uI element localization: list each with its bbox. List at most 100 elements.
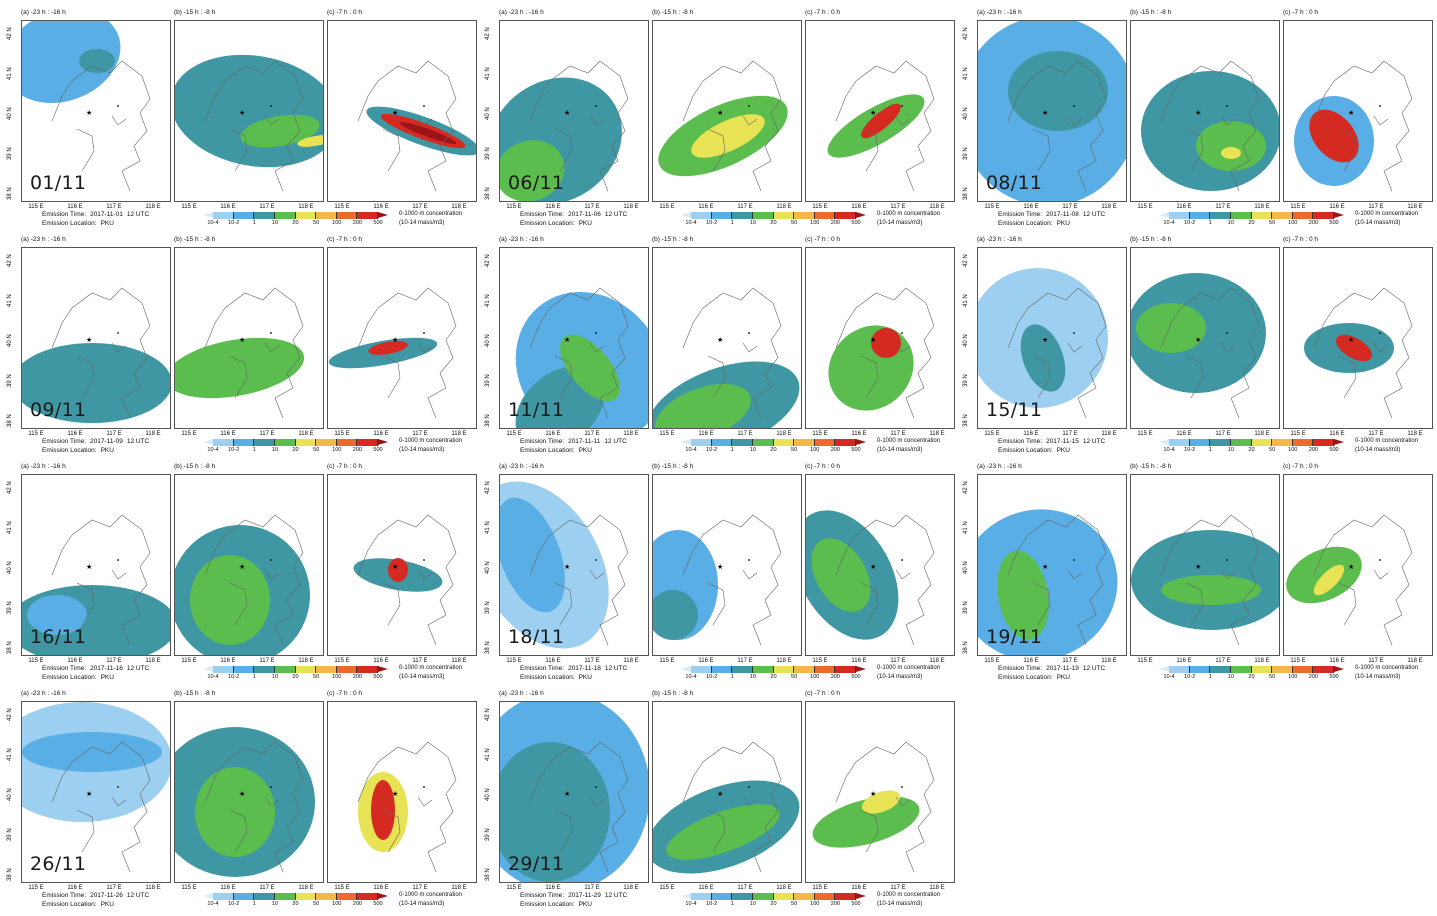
plume-area xyxy=(297,135,323,147)
panel-title: (b) -15 h : -8 h xyxy=(652,236,694,243)
x-tick-label: 115 E xyxy=(334,885,350,891)
x-tick-label: 115 E xyxy=(812,658,828,664)
x-tick-label: 117 E xyxy=(584,885,600,891)
x-tick-label: 115 E xyxy=(984,204,1000,210)
emission-site-star-icon: ★ xyxy=(870,790,876,798)
colorbar-high-arrow xyxy=(378,212,388,218)
emission-info: Emission Time: 2017-11-26 12 UTC Emission L… xyxy=(42,892,149,909)
plume-map: ★ xyxy=(328,287,457,419)
plume-area xyxy=(1020,324,1066,392)
y-tick-label: 41 N xyxy=(485,294,491,307)
colorbar-segment xyxy=(295,212,317,219)
y-tick-label: 41 N xyxy=(7,748,13,761)
emission-site-star-icon: ★ xyxy=(392,109,398,117)
plume-area xyxy=(195,767,275,857)
colorbar-tick-label: 10-4 xyxy=(207,447,219,453)
plume-area xyxy=(399,122,457,144)
plume-map: ★ xyxy=(357,60,476,192)
colorbar-segment xyxy=(773,212,795,219)
colorbar-tick-label: 20 xyxy=(770,901,777,907)
x-tick-label: 115 E xyxy=(506,885,522,891)
emission-time-value: 2017-11-29 xyxy=(568,892,601,899)
x-tick-label: 118 E xyxy=(451,431,467,437)
map-panel: ★ xyxy=(499,474,649,656)
y-tick-label: 40 N xyxy=(7,334,13,347)
plume-area xyxy=(653,590,698,640)
colorbar-tick-label: 10-2 xyxy=(706,447,718,453)
map-panel: ★ xyxy=(174,474,324,656)
y-tick-label: 39 N xyxy=(7,374,13,387)
colorbar-segment xyxy=(835,666,856,673)
panel-title: (b) -15 h : -8 h xyxy=(652,690,694,697)
panel-title: (a) -23 h : -16 h xyxy=(21,463,66,470)
colorbar-tick-label: 10-2 xyxy=(706,220,718,226)
y-tick-label: 38 N xyxy=(963,641,969,654)
colorbar-title: 0-1000 m concentration xyxy=(399,892,463,898)
case-06-11: 42 N 41 N 40 N 39 N 38 N (a) -23 h : -16 h ★ 11… xyxy=(485,2,975,227)
map-panel: ★ xyxy=(327,701,477,883)
emission-location-label: Emission Location: xyxy=(520,219,575,227)
panel-title: (b) -15 h : -8 h xyxy=(174,236,216,243)
colorbar-segment xyxy=(732,212,753,219)
emission-location-label: Emission Location: xyxy=(520,673,575,681)
boundary-lines xyxy=(1007,60,1107,192)
panel-title: (b) -15 h : -8 h xyxy=(174,9,216,16)
plume-map: ★ xyxy=(806,510,935,646)
case-date-label: 01/11 xyxy=(30,172,87,194)
colorbar-segment xyxy=(274,439,296,446)
colorbar-tick-label: 20 xyxy=(770,220,777,226)
colorbar-segment xyxy=(794,439,815,446)
x-tick-label: 115 E xyxy=(812,431,828,437)
x-tick-label: 117 E xyxy=(1062,204,1078,210)
boundary-lines xyxy=(1313,60,1413,192)
case-date-label: 06/11 xyxy=(508,172,565,194)
plume-area xyxy=(1335,334,1373,362)
city-dot-icon xyxy=(748,105,750,107)
colorbar-tick-label: 200 xyxy=(1308,447,1319,453)
colorbar-segment xyxy=(1189,439,1211,446)
map-panel: ★ xyxy=(499,20,649,202)
plume-map: ★ xyxy=(978,268,1108,419)
colorbar-segment xyxy=(835,893,856,900)
emission-info: Emission Time: 2017-11-19 12 UTC Emission L… xyxy=(998,665,1105,682)
case-09-11: 42 N 41 N 40 N 39 N 38 N (a) -23 h : -16 h ★ 11… xyxy=(7,229,497,454)
city-dot-icon xyxy=(1379,559,1381,561)
colorbar-tick-label: 200 xyxy=(830,674,841,680)
map-panel: ★ xyxy=(977,474,1127,656)
y-tick-label: 41 N xyxy=(7,521,13,534)
case-15-11: 42 N 41 N 40 N 39 N 38 N (a) -23 h : -16 h ★ 11… xyxy=(963,229,1437,454)
emission-time-label: Emission Time: xyxy=(42,892,87,899)
colorbar-segment xyxy=(1272,439,1293,446)
city-dot-icon xyxy=(748,332,750,334)
x-tick-label: 118 E xyxy=(929,431,945,437)
panel-title: (a) -23 h : -16 h xyxy=(977,236,1022,243)
plume-map: ★ xyxy=(978,509,1118,655)
map-panel: ★ xyxy=(174,247,324,429)
colorbar-tick-label: 10-4 xyxy=(207,901,219,907)
city-dot-icon xyxy=(270,105,272,107)
x-tick-label: 117 E xyxy=(412,431,428,437)
x-tick-label: 118 E xyxy=(1407,431,1423,437)
colorbar-tick-label: 10 xyxy=(271,220,278,226)
x-tick-label: 117 E xyxy=(259,658,275,664)
colorbar-tick-label: 200 xyxy=(352,447,363,453)
colorbar-high-arrow xyxy=(378,666,388,672)
colorbar-title: 0-1000 m concentration xyxy=(399,211,463,217)
map-panel: ★ xyxy=(1130,20,1280,202)
y-tick-label: 39 N xyxy=(963,601,969,614)
emission-site-star-icon: ★ xyxy=(870,336,876,344)
plume-map: ★ xyxy=(22,287,170,423)
panel-title: (c) -7 h : 0 h xyxy=(1283,9,1319,16)
colorbar-segment xyxy=(295,666,317,673)
colorbar-segment xyxy=(213,212,234,219)
x-tick-label: 116 E xyxy=(1023,658,1039,664)
colorbar-segment xyxy=(711,666,733,673)
x-tick-label: 117 E xyxy=(106,204,122,210)
colorbar-segment xyxy=(691,666,712,673)
colorbar-tick-label: 10-4 xyxy=(207,220,219,226)
colorbar-tick-label: 10-2 xyxy=(228,447,240,453)
colorbar-segment xyxy=(1189,666,1211,673)
colorbar-segment xyxy=(835,212,856,219)
colorbar-low-arrow xyxy=(1159,439,1169,445)
colorbar-segment xyxy=(1251,666,1273,673)
